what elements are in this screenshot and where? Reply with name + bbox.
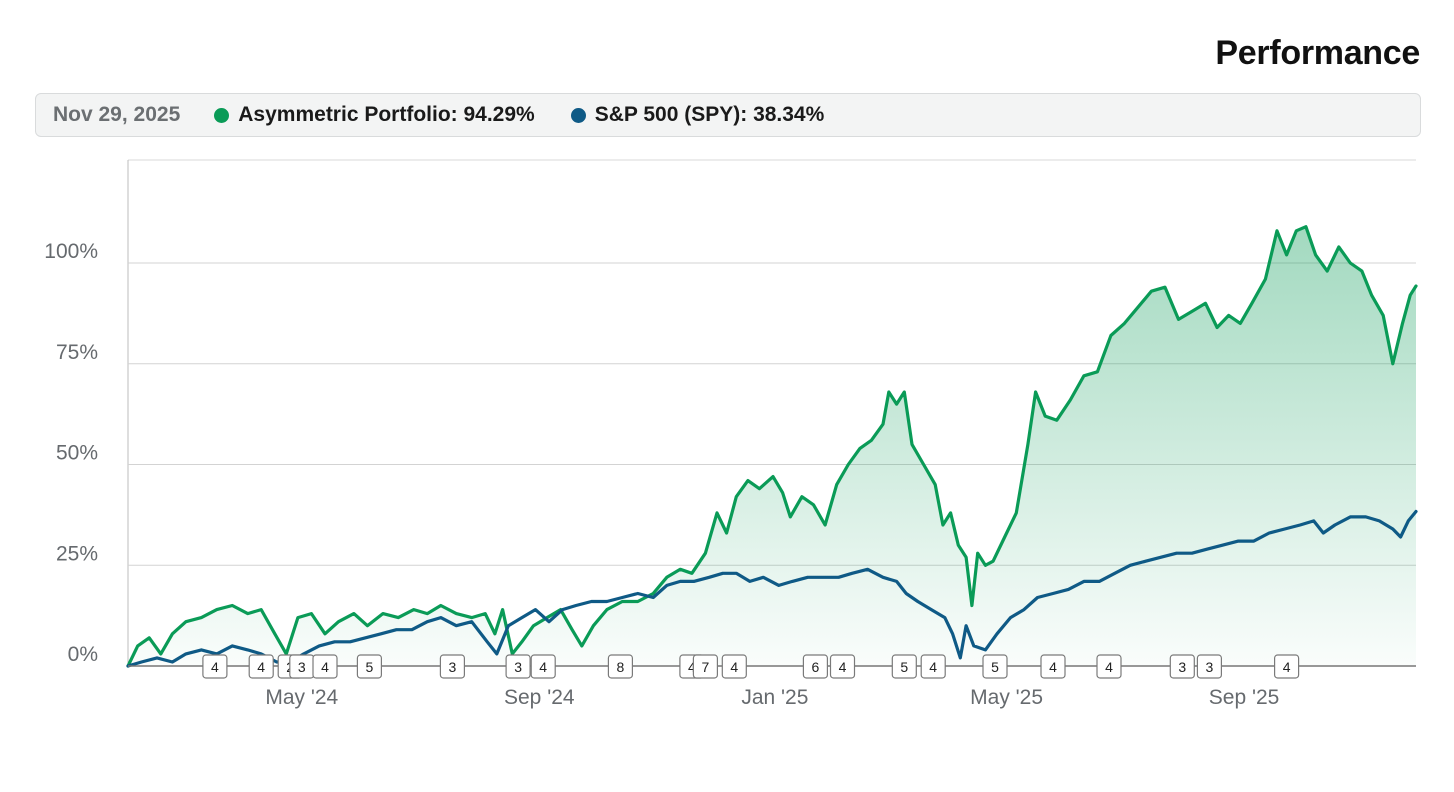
event-marker-box (891, 654, 917, 679)
x-tick-label: May '25 (970, 686, 1043, 709)
event-marker[interactable]: 3 (1196, 654, 1223, 679)
y-tick-label: 100% (44, 240, 98, 263)
spy-dot-icon (570, 107, 586, 123)
event-marker-label: 4 (211, 659, 219, 675)
event-marker-box (439, 654, 465, 679)
event-marker[interactable]: 4 (248, 654, 274, 679)
event-marker-label: 3 (298, 659, 306, 675)
event-marker-label: 5 (366, 659, 374, 675)
event-marker-box (530, 654, 556, 679)
event-marker[interactable]: 4 (920, 654, 946, 679)
y-tick-label: 50% (56, 442, 98, 465)
x-tick-label: Jan '25 (741, 686, 808, 709)
event-marker[interactable]: 5 (982, 654, 1008, 679)
event-marker-box (607, 654, 634, 679)
legend-item-spy[interactable]: S&P 500 (SPY): 38.34% (570, 103, 825, 127)
event-marker-label: 4 (539, 659, 547, 675)
event-marker[interactable]: 4 (1040, 654, 1066, 679)
event-marker[interactable]: 5 (356, 654, 382, 679)
event-markers: 44234533484746454544334 (202, 654, 1300, 679)
event-marker-box (802, 654, 829, 679)
event-marker-box (1169, 654, 1195, 679)
event-marker-box (248, 654, 274, 679)
event-marker-box (1273, 654, 1300, 679)
portfolio-line (126, 225, 1418, 668)
x-tick-label: May '24 (265, 686, 338, 709)
event-marker[interactable]: 3 (505, 654, 531, 679)
event-marker-box (829, 654, 856, 679)
event-marker-box (202, 654, 228, 679)
event-marker[interactable]: 4 (1273, 654, 1300, 679)
y-tick-label: 75% (56, 341, 98, 364)
event-marker[interactable]: 4 (721, 654, 747, 679)
event-marker-box (692, 654, 719, 679)
event-marker[interactable]: 4 (312, 654, 338, 679)
portfolio-area-fill (128, 226, 1416, 666)
event-marker[interactable]: 8 (607, 654, 634, 679)
event-marker-box (312, 654, 338, 679)
event-marker-box (1040, 654, 1066, 679)
event-marker[interactable]: 4 (1096, 654, 1122, 679)
event-marker-label: 4 (1105, 659, 1113, 675)
series-lines (126, 225, 1418, 668)
event-marker-label: 3 (449, 659, 457, 675)
event-marker-label: 4 (688, 659, 696, 675)
event-marker[interactable]: 7 (692, 654, 719, 679)
event-marker[interactable]: 5 (891, 654, 917, 679)
x-tick-label: Sep '24 (504, 686, 575, 709)
event-marker-label: 4 (839, 659, 847, 675)
portfolio-area (128, 226, 1416, 666)
event-marker-label: 5 (991, 659, 999, 675)
spy-line (126, 509, 1418, 668)
event-marker-label: 4 (321, 659, 329, 675)
y-tick-label: 25% (56, 542, 98, 565)
event-marker[interactable]: 4 (829, 654, 856, 679)
y-tick-label: 0% (68, 643, 98, 666)
event-marker-label: 8 (617, 659, 625, 675)
event-marker-label: 4 (257, 659, 265, 675)
y-axis: 0% 25% 50% 75% 100% (44, 240, 98, 666)
event-marker-label: 4 (1049, 659, 1057, 675)
event-marker[interactable]: 3 (289, 654, 315, 679)
event-marker[interactable]: 4 (530, 654, 556, 679)
event-marker-box (721, 654, 747, 679)
chart-legend: Nov 29, 2025 Asymmetric Portfolio: 94.29… (35, 93, 1421, 137)
event-marker-label: 4 (929, 659, 937, 675)
page-title: Performance (1215, 34, 1420, 72)
legend-portfolio-name: Asymmetric Portfolio (238, 103, 451, 126)
event-marker[interactable]: 4 (202, 654, 228, 679)
event-marker-label: 4 (1283, 659, 1291, 675)
legend-spy-value: 38.34% (753, 103, 825, 126)
event-marker-label: 7 (702, 659, 710, 675)
event-marker-box (356, 654, 382, 679)
event-marker-label: 4 (730, 659, 738, 675)
x-tick-label: Sep '25 (1209, 686, 1280, 709)
event-marker-label: 5 (900, 659, 908, 675)
event-marker-box (1196, 654, 1223, 679)
event-marker-label: 6 (812, 659, 820, 675)
legend-item-portfolio[interactable]: Asymmetric Portfolio: 94.29% (214, 103, 535, 127)
event-marker[interactable]: 3 (1169, 654, 1195, 679)
legend-spy-name: S&P 500 (SPY) (594, 103, 741, 126)
event-marker-label: 3 (1206, 659, 1214, 675)
event-marker-box (920, 654, 946, 679)
event-marker[interactable]: 3 (439, 654, 465, 679)
legend-portfolio-value: 94.29% (463, 103, 535, 126)
event-marker-label: 3 (1178, 659, 1186, 675)
x-tick-labels: May '24 Sep '24 Jan '25 May '25 Sep '25 (265, 686, 1279, 709)
event-marker[interactable]: 6 (802, 654, 829, 679)
portfolio-dot-icon (214, 107, 230, 123)
event-marker-box (1096, 654, 1122, 679)
event-marker-box (982, 654, 1008, 679)
event-marker-box (505, 654, 531, 679)
event-marker-label: 3 (514, 659, 522, 675)
legend-date: Nov 29, 2025 (53, 103, 181, 126)
